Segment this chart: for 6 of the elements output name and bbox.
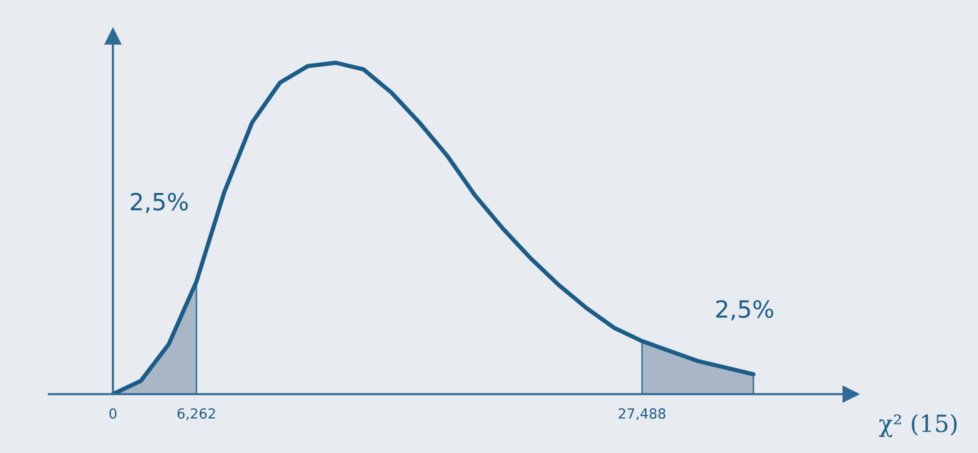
annotation: 2,5% [716,300,774,320]
x-tick-label: 27,488 [618,408,666,420]
x-tick-label: 6,262 [178,408,215,420]
annotation: 2,5% [130,192,188,214]
x-axis-title: χ² (15) [878,414,957,438]
x-tick-label: 0 [109,408,116,419]
